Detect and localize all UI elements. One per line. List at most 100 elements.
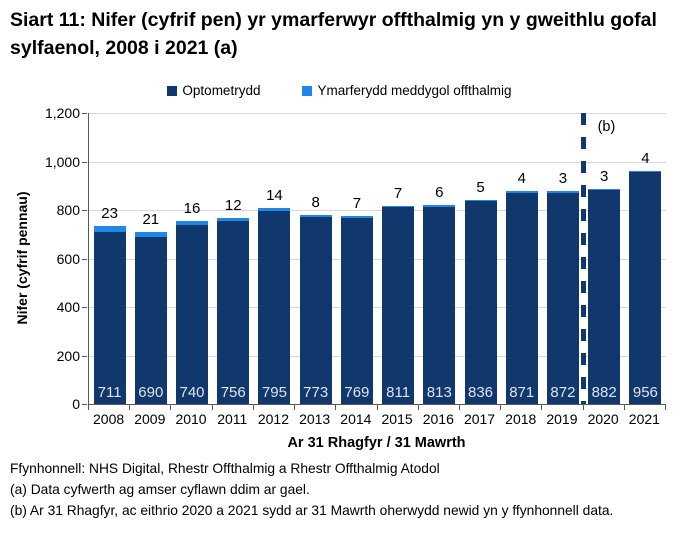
legend-label-optometrydd: Optometrydd bbox=[182, 83, 261, 98]
bar-chart: Nifer (cyfrif pennau) 711 23 690 21 740 16 756… bbox=[14, 105, 666, 451]
segment-value-label: 16 bbox=[183, 199, 201, 217]
segment-value-label: 5 bbox=[476, 178, 485, 196]
x-axis-tick bbox=[335, 405, 337, 410]
bar-segment-optometrydd bbox=[505, 192, 538, 404]
bar-value-label: 756 bbox=[220, 384, 246, 401]
x-tick-label: 2020 bbox=[587, 411, 619, 427]
source-note: Ffynhonnell: NHS Digital, Rhestr Offthal… bbox=[10, 461, 440, 476]
y-tick-label: 800 bbox=[56, 202, 80, 218]
bar-value-label: 711 bbox=[97, 384, 122, 401]
bar-value-label: 795 bbox=[261, 384, 287, 401]
bar-segment-ymarferydd bbox=[546, 191, 579, 193]
y-tick-label: 0 bbox=[72, 396, 80, 412]
legend-item-ymarferydd: Ymarferydd meddygol offthalmig bbox=[302, 83, 512, 98]
bar-value-label: 773 bbox=[303, 384, 329, 401]
y-tick-label: 200 bbox=[56, 347, 80, 364]
x-axis-tick bbox=[500, 405, 502, 410]
y-axis-tick bbox=[82, 210, 87, 211]
segment-value-label: 6 bbox=[435, 184, 444, 202]
x-axis-tick bbox=[294, 405, 296, 410]
bar-segment-ymarferydd bbox=[299, 214, 332, 217]
x-axis-tick bbox=[458, 405, 460, 410]
x-tick-label: 2017 bbox=[463, 411, 496, 427]
bar-segment-ymarferydd bbox=[134, 231, 167, 237]
x-axis-tick bbox=[170, 405, 172, 410]
bar-segment-optometrydd bbox=[299, 216, 332, 404]
bar-segment-ymarferydd bbox=[93, 226, 126, 232]
segment-value-label: 8 bbox=[311, 193, 320, 211]
bar-value-label: 872 bbox=[550, 384, 576, 401]
x-axis-tick bbox=[211, 405, 213, 410]
legend-swatch-optometrydd bbox=[167, 85, 178, 96]
bar-segment-optometrydd bbox=[464, 201, 497, 404]
legend-item-optometrydd: Optometrydd bbox=[167, 83, 260, 98]
x-tick-label: 2012 bbox=[257, 411, 290, 427]
x-axis-title: Ar 31 Rhagfyr / 31 Mawrth bbox=[287, 435, 466, 451]
bar-segment-ymarferydd bbox=[505, 191, 538, 193]
bar-segment-optometrydd bbox=[217, 220, 250, 404]
y-axis-tick bbox=[82, 307, 87, 308]
bar-value-label: 813 bbox=[426, 384, 452, 401]
x-tick-label: 2019 bbox=[546, 411, 578, 427]
x-axis-tick bbox=[623, 405, 625, 410]
bar-segment-optometrydd bbox=[588, 190, 621, 404]
x-tick-label: 2021 bbox=[628, 411, 660, 427]
bar-segment-ymarferydd bbox=[217, 217, 250, 221]
bar-segment-ymarferydd bbox=[464, 199, 497, 202]
bar-value-label: 871 bbox=[509, 384, 535, 401]
y-axis-tick bbox=[82, 161, 87, 163]
bar-segment-ymarferydd bbox=[629, 170, 662, 173]
bar-segment-optometrydd bbox=[93, 231, 126, 404]
x-tick-label: 2010 bbox=[175, 411, 207, 427]
chart-title: Siart 11: Nifer (cyfrif pen) yr ymarferw… bbox=[10, 9, 657, 60]
bar-segment-ymarferydd bbox=[176, 220, 209, 225]
bar-segment-ymarferydd bbox=[423, 205, 456, 207]
footnote-b: (b) Ar 31 Rhagfyr, ac eithrio 2020 a 202… bbox=[10, 503, 614, 519]
gridline bbox=[89, 161, 666, 163]
gridline bbox=[89, 258, 666, 260]
segment-value-label: 12 bbox=[224, 196, 242, 214]
y-tick-label: 600 bbox=[56, 250, 80, 267]
bar-value-label: 740 bbox=[179, 384, 205, 401]
bar-value-label: 836 bbox=[468, 384, 494, 401]
footnote-a: (a) Data cyfwerth ag amser cyflawn ddim … bbox=[10, 482, 310, 498]
plot-area: 711 23 690 21 740 16 756 12 795 14 773 8 769 7 811 7 813… bbox=[88, 113, 666, 405]
y-axis-tick bbox=[82, 258, 87, 260]
x-tick-label: 2016 bbox=[422, 411, 454, 427]
x-axis-tick bbox=[665, 405, 666, 410]
bar-segment-optometrydd bbox=[134, 236, 167, 404]
bar-segment-optometrydd bbox=[176, 224, 209, 404]
x-tick-label: 2014 bbox=[340, 411, 372, 427]
bar-segment-optometrydd bbox=[423, 206, 456, 404]
legend: Optometrydd Ymarferydd meddygol offthalm… bbox=[0, 83, 679, 98]
bar-segment-optometrydd bbox=[382, 207, 415, 404]
bar-value-label: 882 bbox=[591, 384, 617, 401]
x-tick-label: 2008 bbox=[93, 411, 125, 427]
x-axis-tick bbox=[129, 405, 131, 410]
bar-segment-ymarferydd bbox=[340, 215, 373, 218]
x-tick-label: 2015 bbox=[381, 411, 413, 427]
bar-segment-ymarferydd bbox=[258, 207, 291, 212]
x-tick-label: 2018 bbox=[505, 411, 537, 427]
segment-value-label: 7 bbox=[393, 184, 403, 202]
y-axis-tick bbox=[82, 113, 87, 114]
gridline bbox=[89, 307, 666, 308]
bar-segment-optometrydd bbox=[629, 172, 662, 404]
gridline bbox=[89, 355, 666, 357]
annotation-dashed-line bbox=[581, 113, 587, 404]
segment-value-label: 4 bbox=[517, 170, 526, 188]
segment-value-label: 3 bbox=[599, 167, 609, 185]
x-axis-tick bbox=[582, 405, 584, 410]
x-tick-label: 2009 bbox=[134, 411, 166, 427]
gridline bbox=[89, 113, 666, 114]
bar-segment-optometrydd bbox=[258, 211, 291, 404]
segment-value-label: 3 bbox=[558, 170, 568, 188]
bar-value-label: 956 bbox=[632, 384, 658, 401]
y-tick-label: 1,200 bbox=[44, 105, 80, 121]
bar-segment-ymarferydd bbox=[588, 188, 621, 191]
bar-value-label: 769 bbox=[344, 384, 370, 401]
bar-segment-optometrydd bbox=[546, 192, 579, 404]
legend-swatch-ymarferydd bbox=[302, 85, 313, 96]
annotation-label: (b) bbox=[597, 119, 616, 135]
